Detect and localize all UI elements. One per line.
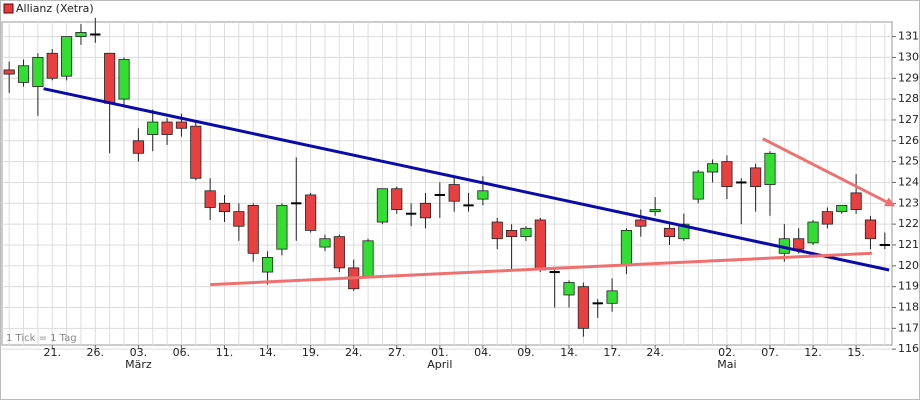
- candle-body: [261, 257, 274, 273]
- candle-body: [147, 121, 159, 135]
- legend-label: Allianz (Xetra): [16, 2, 94, 15]
- x-tick-label: 21.: [43, 346, 61, 359]
- x-tick-label: 27.: [388, 346, 406, 359]
- candle-body: [305, 194, 317, 231]
- candle-body: [721, 161, 733, 188]
- candle-body: [419, 202, 432, 219]
- x-tick-label: 14.: [259, 346, 277, 359]
- y-tick-label: 121: [898, 238, 919, 251]
- candle-body: [32, 57, 44, 88]
- trend-line: [210, 251, 872, 287]
- month-label: Mai: [717, 358, 736, 371]
- candle-body: [606, 290, 618, 304]
- candle-body: [635, 219, 647, 227]
- candle-body: [104, 52, 116, 104]
- y-tick-label: 127: [898, 113, 919, 126]
- candle-body: [391, 188, 403, 210]
- candle-body: [161, 121, 173, 135]
- trend-line: [43, 87, 890, 272]
- x-tick-label: 01.: [431, 346, 449, 359]
- y-tick-label: 129: [898, 71, 919, 84]
- x-tick-label: 11.: [216, 346, 234, 359]
- candle-body: [850, 192, 862, 210]
- candle-body: [276, 204, 288, 250]
- y-tick-label: 116: [898, 342, 919, 355]
- x-tick-label: 26.: [87, 346, 105, 359]
- candle-body: [333, 236, 345, 269]
- candle-body: [534, 219, 546, 271]
- x-tick-label: 03.: [130, 346, 148, 359]
- trend-line: [762, 137, 896, 207]
- y-tick-label: 131: [898, 30, 919, 43]
- x-tick-label: 19.: [302, 346, 320, 359]
- candle-body: [118, 59, 130, 100]
- candle-body: [175, 121, 188, 129]
- x-tick-label: 02.: [718, 346, 736, 359]
- x-tick-label: 24.: [345, 346, 363, 359]
- x-tick-label: 06.: [173, 346, 191, 359]
- candle-body: [793, 238, 805, 250]
- x-tick-label: 07.: [761, 346, 779, 359]
- candle-body: [764, 152, 776, 185]
- candle-body: [3, 69, 15, 75]
- candle-body: [807, 221, 819, 244]
- candle-body: [663, 227, 676, 238]
- x-tick-label: 15.: [847, 346, 865, 359]
- candle-body: [649, 209, 661, 213]
- candle-body: [836, 204, 848, 213]
- candle-body: [692, 171, 704, 200]
- y-tick-label: 123: [898, 196, 919, 209]
- y-tick-label: 119: [898, 280, 919, 293]
- legend-swatch: [3, 3, 14, 14]
- candle-body: [506, 229, 518, 238]
- candle-body: [247, 204, 259, 254]
- candle-body: [864, 219, 877, 240]
- plot-area: [1, 21, 893, 346]
- candle-body: [204, 190, 216, 208]
- candle-body: [577, 286, 589, 329]
- candle-body: [750, 167, 762, 188]
- candle-body: [477, 190, 489, 200]
- y-tick-label: 126: [898, 134, 919, 147]
- footnote: 1 Tick = 1 Tag: [6, 333, 77, 344]
- x-tick-label: 24.: [646, 346, 664, 359]
- y-tick-label: 124: [898, 175, 919, 188]
- candle-body: [706, 163, 719, 173]
- candle-body: [620, 229, 633, 267]
- candle-body: [821, 211, 833, 225]
- y-tick-label: 130: [898, 50, 919, 63]
- candle-body: [491, 221, 503, 240]
- candle-body: [376, 188, 388, 223]
- candle-body: [218, 202, 231, 213]
- candle-body: [563, 282, 575, 296]
- candle-body: [17, 65, 30, 83]
- y-tick-label: 117: [898, 321, 919, 334]
- month-label: März: [125, 358, 152, 371]
- candle-body: [61, 36, 73, 77]
- candle-body: [520, 227, 532, 238]
- x-tick-label: 09.: [517, 346, 535, 359]
- y-tick-label: 118: [898, 300, 919, 313]
- candle-body: [319, 238, 331, 248]
- candle-body: [132, 140, 144, 154]
- candle-body: [362, 240, 374, 277]
- y-tick-label: 125: [898, 155, 919, 168]
- candle-body: [190, 125, 202, 179]
- x-tick-label: 12.: [804, 346, 822, 359]
- x-tick-label: 17.: [603, 346, 621, 359]
- candle-body: [678, 223, 690, 240]
- candle-body: [233, 211, 245, 227]
- candle-body: [448, 184, 460, 202]
- y-tick-label: 120: [898, 259, 919, 272]
- y-tick-label: 128: [898, 92, 919, 105]
- candle-body: [46, 52, 58, 79]
- candle-body: [75, 32, 87, 37]
- y-tick-label: 122: [898, 217, 919, 230]
- x-tick-label: 04.: [474, 346, 492, 359]
- month-label: April: [427, 358, 452, 371]
- x-tick-label: 14.: [560, 346, 578, 359]
